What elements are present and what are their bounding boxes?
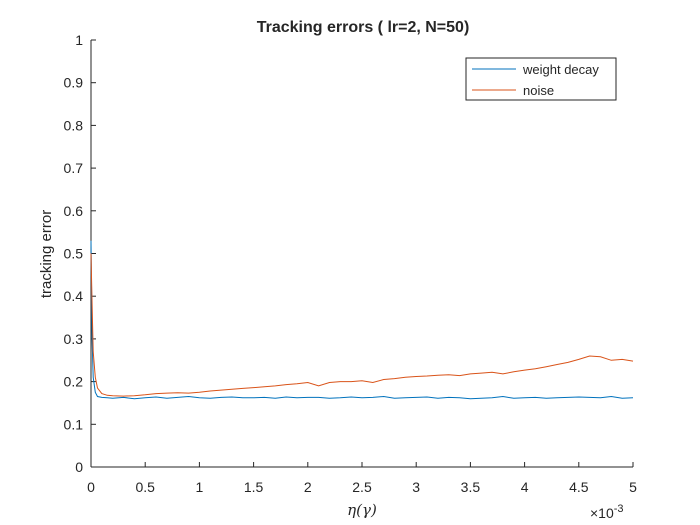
x-axis-label: η(γ)	[347, 501, 377, 519]
x-tick-label: 1	[196, 479, 204, 495]
y-tick-label: 0.3	[64, 331, 84, 347]
x-tick-label: 3	[412, 479, 420, 495]
y-tick-label: 1	[75, 32, 83, 48]
x-exponent-label: ×10-3	[590, 503, 624, 521]
x-tick-label: 1.5	[244, 479, 264, 495]
x-tick-label: 3.5	[461, 479, 481, 495]
x-tick-label: 0	[87, 479, 95, 495]
y-tick-label: 0.1	[64, 416, 84, 432]
y-tick-label: 0	[75, 459, 83, 475]
y-axis-label: tracking error	[38, 210, 55, 298]
plot-area	[90, 40, 633, 468]
x-tick-label: 0.5	[135, 479, 155, 495]
y-ticks: 0 0.1 0.2 0.3 0.4 0.5 0.6 0.7 0.8 0.9 1	[64, 32, 96, 475]
x-tick-label: 4.5	[569, 479, 589, 495]
y-tick-label: 0.4	[64, 288, 84, 304]
legend: weight decay noise	[465, 57, 617, 101]
y-tick-label: 0.9	[64, 75, 84, 91]
x-tick-label: 2.5	[352, 479, 372, 495]
series-line-noise	[90, 253, 634, 397]
legend-box	[465, 57, 617, 101]
legend-label-noise: noise	[523, 83, 554, 98]
x-exponent-base: ×10	[590, 505, 614, 521]
series-line-weight-decay	[90, 240, 634, 400]
x-tick-label: 4	[521, 479, 529, 495]
y-tick-label: 0.2	[64, 374, 84, 390]
x-tick-label: 2	[304, 479, 312, 495]
y-tick-label: 0.7	[64, 160, 84, 176]
x-ticks: 0 0.5 1 1.5 2 2.5 3 3.5 4 4.5 5	[87, 462, 637, 495]
y-tick-label: 0.6	[64, 203, 84, 219]
legend-label-weight-decay: weight decay	[522, 62, 599, 77]
y-tick-label: 0.8	[64, 117, 84, 133]
chart-title: Tracking errors ( lr=2, N=50)	[257, 19, 470, 36]
x-exponent-power: -3	[614, 503, 624, 515]
x-tick-label: 5	[629, 479, 637, 495]
y-tick-label: 0.5	[64, 246, 84, 262]
series-layer	[90, 240, 634, 400]
